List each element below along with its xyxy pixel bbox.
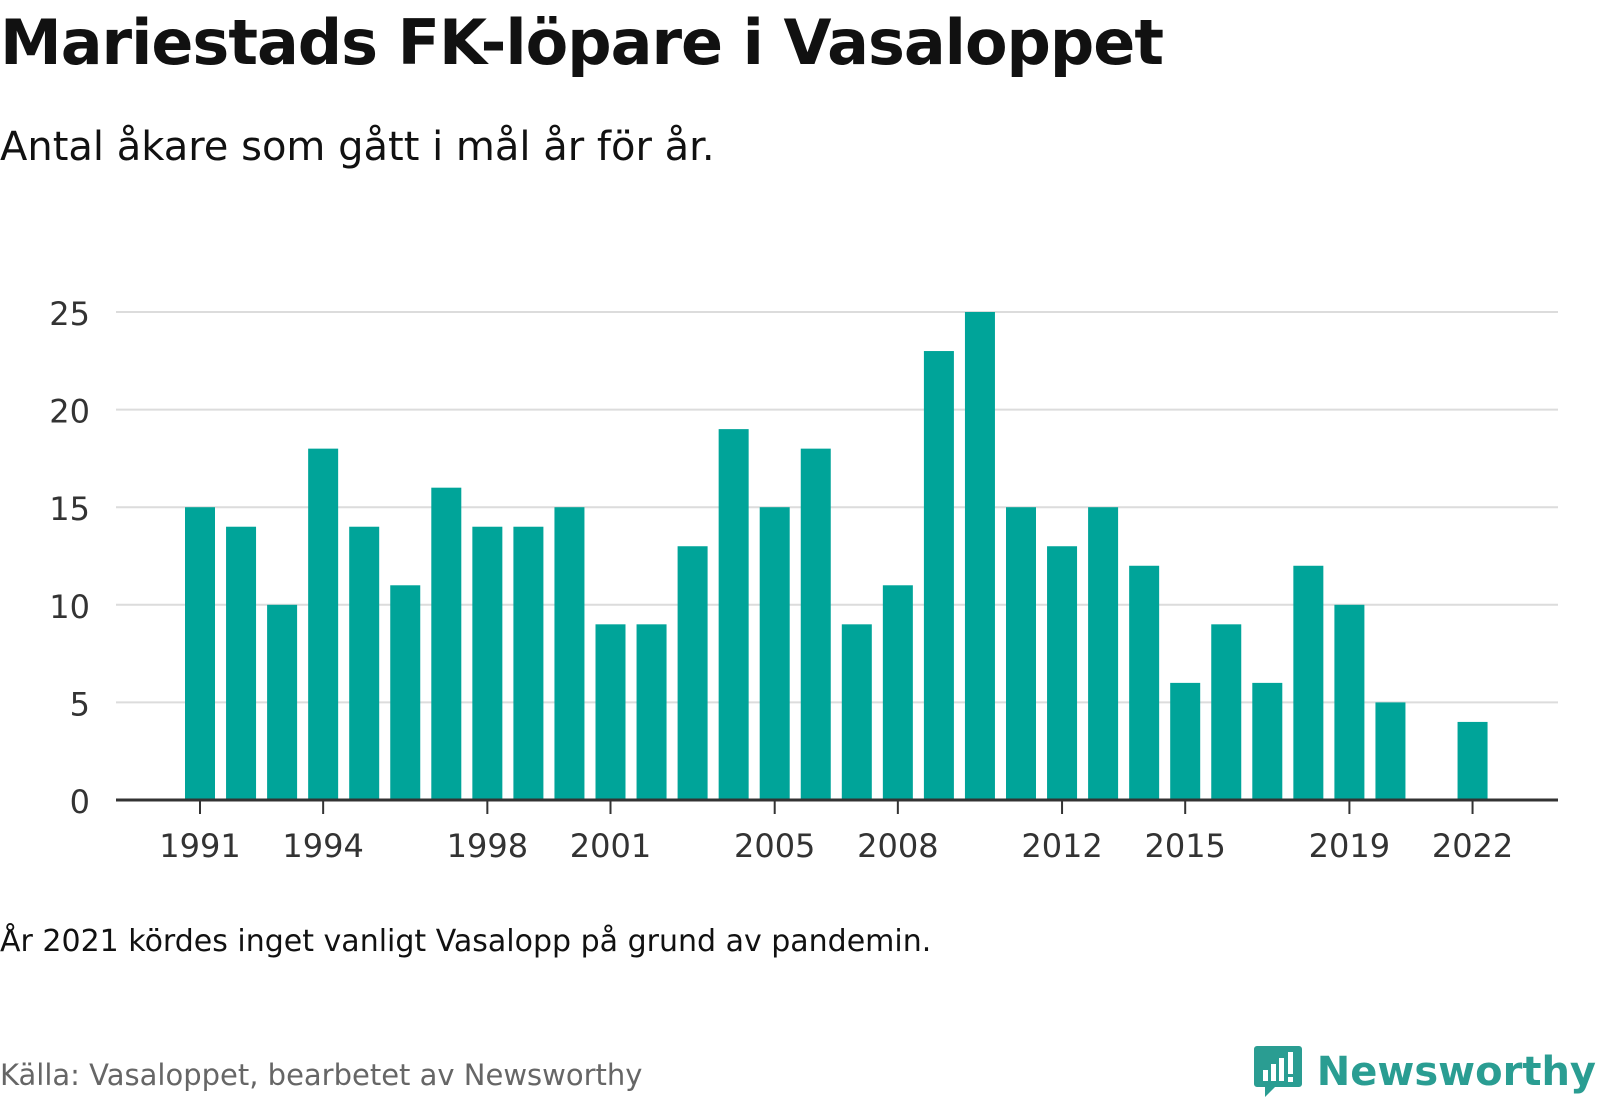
- y-tick-label: 10: [49, 588, 90, 626]
- x-tick-label: 1994: [282, 827, 363, 865]
- x-tick-label: 2001: [570, 827, 651, 865]
- bar-2015: [1170, 682, 1201, 800]
- bar-2013: [1088, 507, 1119, 800]
- bar-2012: [1047, 546, 1078, 800]
- bar-1997: [431, 487, 462, 800]
- newsworthy-logo-icon: [1253, 1046, 1302, 1097]
- bar-2006: [800, 448, 831, 800]
- bar-2007: [841, 624, 872, 800]
- bar-1993: [267, 604, 298, 800]
- x-tick-label: 2012: [1021, 827, 1102, 865]
- y-tick-label: 0: [70, 783, 90, 821]
- bar-1998: [472, 526, 503, 800]
- bar-2000: [554, 507, 585, 800]
- footnote: År 2021 kördes inget vanligt Vasalopp på…: [0, 924, 932, 959]
- x-tick-label: 1998: [447, 827, 528, 865]
- newsworthy-logo-text: Newsworthy: [1316, 1049, 1596, 1095]
- bar-2018: [1293, 565, 1324, 800]
- bar-2009: [923, 351, 954, 800]
- bar-2017: [1252, 682, 1283, 800]
- bar-2002: [636, 624, 667, 800]
- bar-2020: [1375, 702, 1406, 800]
- bar-2003: [677, 546, 708, 800]
- bar-2010: [964, 312, 995, 800]
- bar-1992: [226, 526, 257, 800]
- bar-2001: [595, 624, 626, 800]
- x-tick-label: 2022: [1432, 827, 1513, 865]
- bar-2005: [759, 507, 790, 800]
- newsworthy-logo: Newsworthy: [1253, 1044, 1596, 1100]
- bar-2022: [1457, 721, 1488, 800]
- bar-2008: [882, 585, 913, 800]
- bar-1995: [349, 526, 380, 800]
- bar-1999: [513, 526, 544, 800]
- bar-1991: [185, 507, 215, 800]
- bar-2011: [1006, 507, 1036, 800]
- bar-2019: [1334, 604, 1365, 800]
- x-tick-label: 1991: [159, 827, 240, 865]
- x-tick-label: 2015: [1144, 827, 1225, 865]
- x-tick-label: 2008: [857, 827, 938, 865]
- bar-2004: [718, 429, 749, 800]
- chart-title: Mariestads FK-löpare i Vasaloppet: [0, 6, 1164, 79]
- x-tick-label: 2005: [734, 827, 815, 865]
- y-tick-label: 5: [70, 685, 90, 723]
- chart-subtitle: Antal åkare som gått i mål år för år.: [0, 124, 715, 170]
- source-text: Källa: Vasaloppet, bearbetet av Newswort…: [0, 1058, 643, 1092]
- y-tick-label: 25: [49, 295, 90, 333]
- bar-2014: [1129, 565, 1160, 800]
- bar-2016: [1211, 624, 1242, 800]
- y-tick-label: 15: [49, 490, 90, 528]
- bar-chart: 0 5 10 15 20 25 1991 1994 1998 2001 2005 2008 2012 20…: [49, 295, 1558, 865]
- x-tick-label: 2019: [1309, 827, 1390, 865]
- bar-1996: [390, 585, 421, 800]
- y-tick-label: 20: [49, 393, 90, 431]
- bar-1994: [308, 448, 339, 800]
